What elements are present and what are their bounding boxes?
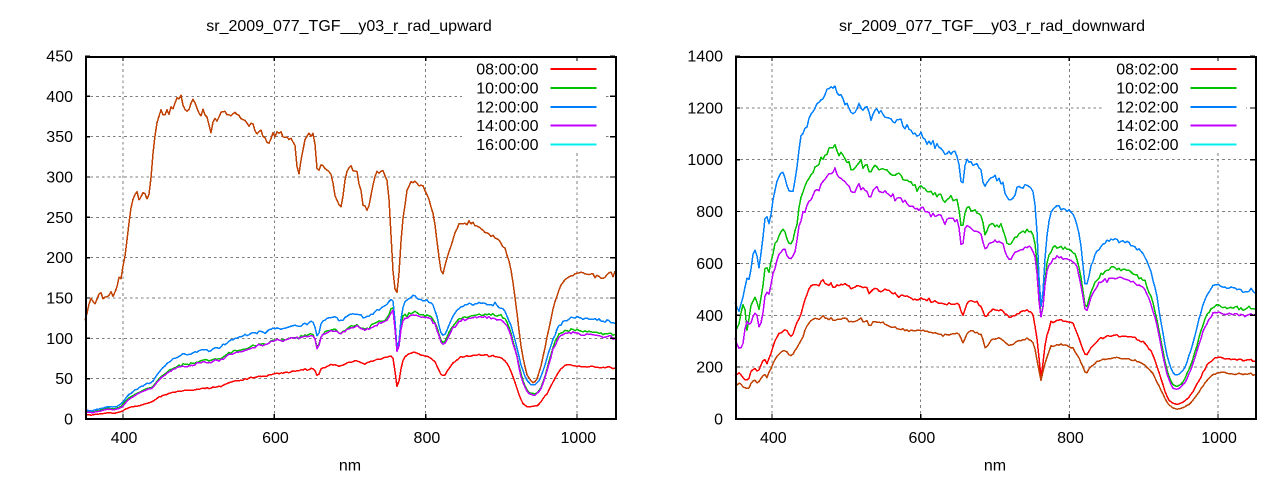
svg-text:250: 250	[46, 210, 73, 227]
svg-text:400: 400	[46, 89, 73, 106]
svg-text:12:02:00: 12:02:00	[1116, 99, 1178, 116]
svg-text:600: 600	[909, 430, 936, 447]
svg-text:10:00:00: 10:00:00	[476, 81, 538, 98]
svg-text:350: 350	[46, 129, 73, 146]
svg-text:08:00:00: 08:00:00	[476, 62, 538, 79]
svg-text:600: 600	[696, 256, 723, 273]
svg-text:14:00:00: 14:00:00	[476, 118, 538, 135]
svg-text:nm: nm	[339, 458, 361, 475]
svg-text:12:00:00: 12:00:00	[476, 99, 538, 116]
svg-text:1000: 1000	[687, 152, 723, 169]
svg-text:0: 0	[714, 412, 723, 429]
svg-text:0: 0	[64, 412, 73, 429]
svg-text:800: 800	[696, 204, 723, 221]
svg-text:08:02:00: 08:02:00	[1116, 62, 1178, 79]
svg-text:200: 200	[696, 360, 723, 377]
svg-text:800: 800	[414, 430, 441, 447]
svg-text:400: 400	[111, 430, 138, 447]
svg-text:400: 400	[760, 430, 787, 447]
svg-text:sr_2009_077_TGF__y03_r_rad_dow: sr_2009_077_TGF__y03_r_rad_downward	[839, 18, 1145, 35]
svg-text:1200: 1200	[687, 100, 723, 117]
svg-text:16:00:00: 16:00:00	[476, 137, 538, 154]
svg-text:14:02:00: 14:02:00	[1116, 118, 1178, 135]
svg-text:nm: nm	[984, 458, 1006, 475]
svg-text:1000: 1000	[561, 430, 597, 447]
svg-text:1000: 1000	[1201, 430, 1237, 447]
svg-text:10:02:00: 10:02:00	[1116, 81, 1178, 98]
svg-text:1400: 1400	[687, 49, 723, 66]
svg-text:800: 800	[1057, 430, 1084, 447]
svg-text:150: 150	[46, 291, 73, 308]
svg-text:600: 600	[262, 430, 289, 447]
svg-text:sr_2009_077_TGF__y03_r_rad_upw: sr_2009_077_TGF__y03_r_rad_upward	[206, 18, 492, 35]
svg-text:300: 300	[46, 170, 73, 187]
svg-text:16:02:00: 16:02:00	[1116, 137, 1178, 154]
svg-text:100: 100	[46, 331, 73, 348]
svg-text:400: 400	[696, 308, 723, 325]
svg-text:200: 200	[46, 250, 73, 267]
svg-text:50: 50	[55, 371, 73, 388]
svg-text:450: 450	[46, 49, 73, 66]
